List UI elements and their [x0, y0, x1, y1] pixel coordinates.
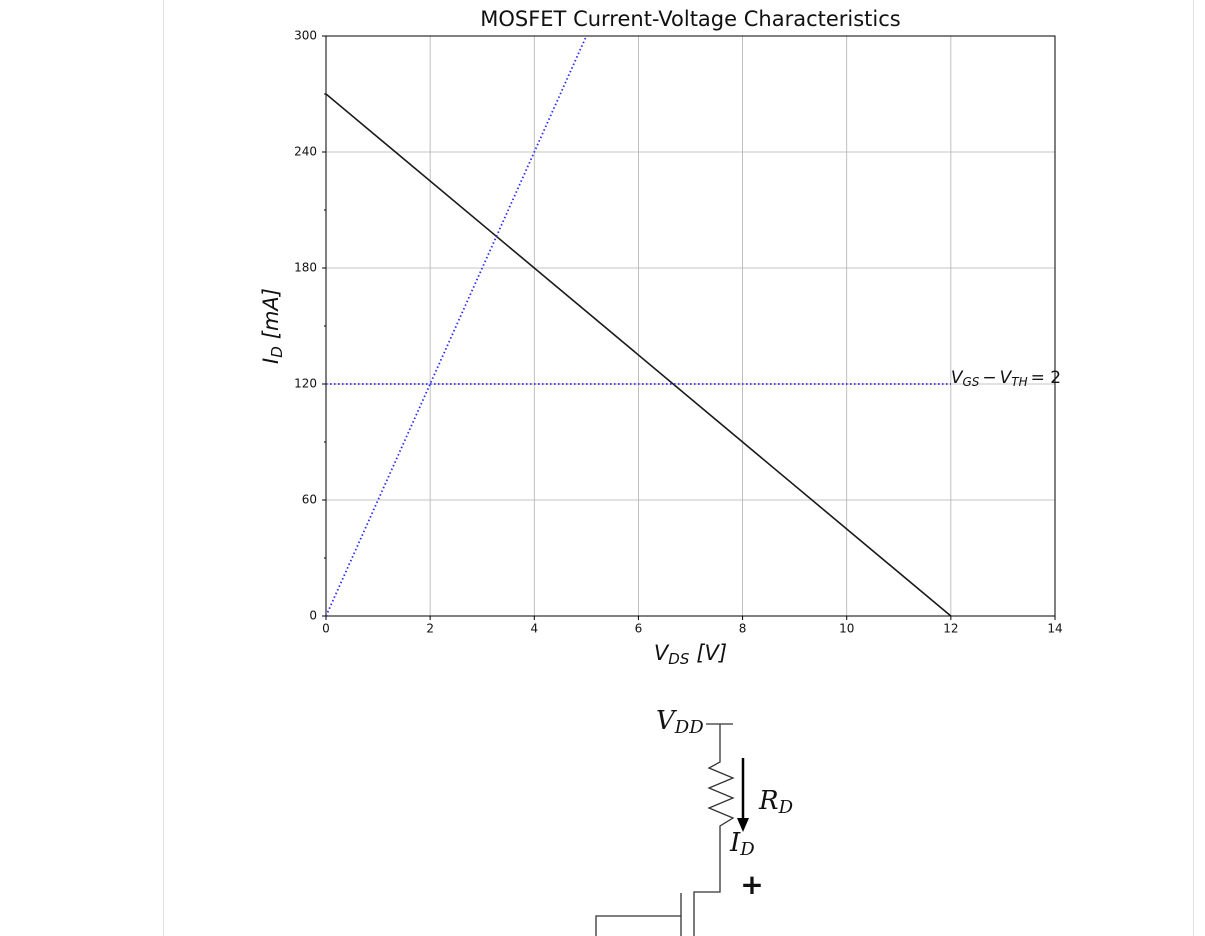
annotation: VGS − VTH = 2	[951, 368, 1061, 389]
y-tick-label: 120	[294, 377, 317, 391]
plus-sign: +	[740, 868, 763, 901]
y-tick-label: 60	[302, 493, 317, 507]
chart: MOSFET Current-Voltage Characteristics 0 2…	[259, 7, 1063, 668]
x-tick-label: 2	[426, 622, 434, 636]
y-tick-label: 180	[294, 261, 317, 275]
id-label: ID	[729, 828, 755, 860]
circuit-diagram: VDD RD ID +	[595, 706, 794, 936]
vdd-label: VDD	[656, 706, 704, 738]
x-axis-label: VDS [V]	[654, 641, 727, 668]
y-tick-label: 300	[294, 29, 317, 43]
x-tick-label: 8	[739, 622, 747, 636]
plot-frame	[325, 35, 1056, 617]
y-tick-label: 240	[294, 145, 317, 159]
resistor	[693, 724, 735, 936]
series-line	[326, 93, 952, 616]
x-tick-label: 0	[322, 622, 330, 636]
x-tick-label: 10	[839, 622, 854, 636]
gate-wire	[595, 915, 681, 936]
x-tick-label: 4	[530, 622, 538, 636]
y-axis-label: ID[mA]	[259, 288, 286, 364]
chart-title: MOSFET Current-Voltage Characteristics	[480, 7, 901, 31]
series-group	[326, 36, 952, 616]
arrow-head	[737, 818, 749, 832]
y-tick-label: 0	[309, 609, 317, 623]
x-tick-label: 12	[943, 622, 958, 636]
rd-label: RD	[758, 786, 794, 818]
x-tick-label: 14	[1047, 622, 1062, 636]
series-line	[326, 36, 588, 616]
x-tick-label: 6	[635, 622, 643, 636]
